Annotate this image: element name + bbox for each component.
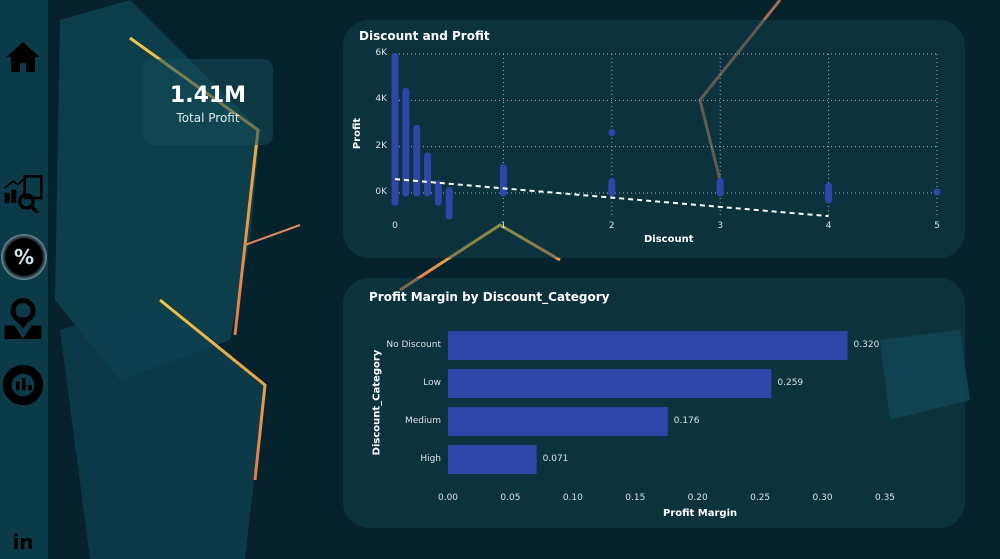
bar-data-label: 0.320 <box>853 340 880 350</box>
discount-badge-icon[interactable]: % <box>1 234 47 280</box>
scatter-x-tick: 3 <box>717 221 724 231</box>
scatter-y-tick: 2K <box>375 140 387 151</box>
scatter-x-tick: 2 <box>608 221 615 231</box>
kpi-card-total-profit: 1.41M Total Profit <box>143 59 273 145</box>
bar-category-label: High <box>420 454 441 464</box>
donut-chart-icon[interactable] <box>2 364 44 406</box>
bar-y-label: Discount_Category <box>371 349 383 456</box>
kpi-value: 1.41M <box>169 83 247 108</box>
bar-x-tick: 0.00 <box>437 493 459 503</box>
bar-x-label: Profit Margin <box>663 508 738 519</box>
scatter-trend-line <box>394 178 829 218</box>
scatter-x-tick: 1 <box>500 221 507 231</box>
scatter-x-label: Discount <box>644 234 694 245</box>
sidebar: % in <box>0 0 48 559</box>
linkedin-label: in <box>12 530 34 554</box>
bar-no-discount <box>448 331 848 360</box>
bar-x-tick: 0.35 <box>874 493 896 503</box>
scatter-x-tick: 0 <box>392 221 398 231</box>
bar-low <box>448 369 772 398</box>
home-icon[interactable] <box>2 36 44 78</box>
kpi-label: Total Profit <box>176 111 240 125</box>
bar-x-tick: 0.20 <box>687 493 708 503</box>
bar-data-label: 0.259 <box>777 378 804 388</box>
bar-high <box>448 445 537 474</box>
bar-category-label: Low <box>423 378 441 388</box>
scatter-y-tick: 4K <box>375 94 387 105</box>
bar-x-tick: 0.30 <box>812 493 833 503</box>
bar-data-label: 0.071 <box>542 454 569 464</box>
scatter-y-tick: 0K <box>375 187 387 197</box>
linkedin-icon[interactable]: in <box>2 528 44 556</box>
bar-category-label: Medium <box>405 416 441 426</box>
analytics-report-icon[interactable] <box>2 172 44 214</box>
bar-data-label: 0.176 <box>673 416 700 426</box>
scatter-x-tick: 4 <box>825 221 832 231</box>
bar-x-tick: 0.05 <box>500 493 521 503</box>
bar-x-tick: 0.25 <box>750 493 771 503</box>
bar-x-tick: 0.10 <box>562 493 583 503</box>
scatter-title: Discount and Profit <box>359 29 490 43</box>
location-map-icon[interactable] <box>2 298 44 340</box>
bar-title: Profit Margin by Discount_Category <box>369 290 610 304</box>
bar-category-label: No Discount <box>386 340 441 350</box>
scatter-y-tick: 6K <box>375 48 387 58</box>
scatter-x-tick: 5 <box>934 221 940 231</box>
bar-x-tick: 0.15 <box>625 493 646 503</box>
bar-card <box>343 278 965 528</box>
bar-medium <box>448 407 668 436</box>
